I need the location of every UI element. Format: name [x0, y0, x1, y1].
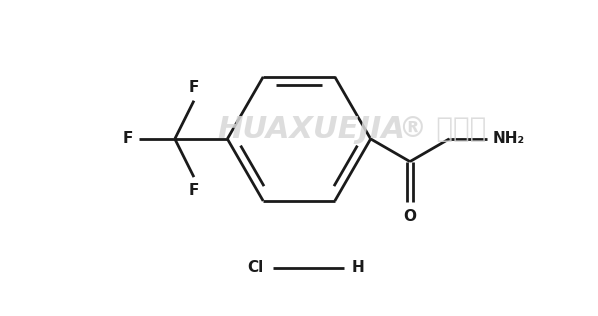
- Text: ® 化学加: ® 化学加: [399, 115, 486, 143]
- Text: Cl: Cl: [247, 260, 263, 275]
- Text: HUAXUEJIA: HUAXUEJIA: [217, 115, 405, 144]
- Text: F: F: [123, 131, 133, 146]
- Text: NH₂: NH₂: [492, 131, 524, 146]
- Text: F: F: [189, 183, 199, 198]
- Text: H: H: [352, 260, 364, 275]
- Text: O: O: [404, 209, 416, 224]
- Text: F: F: [189, 80, 199, 95]
